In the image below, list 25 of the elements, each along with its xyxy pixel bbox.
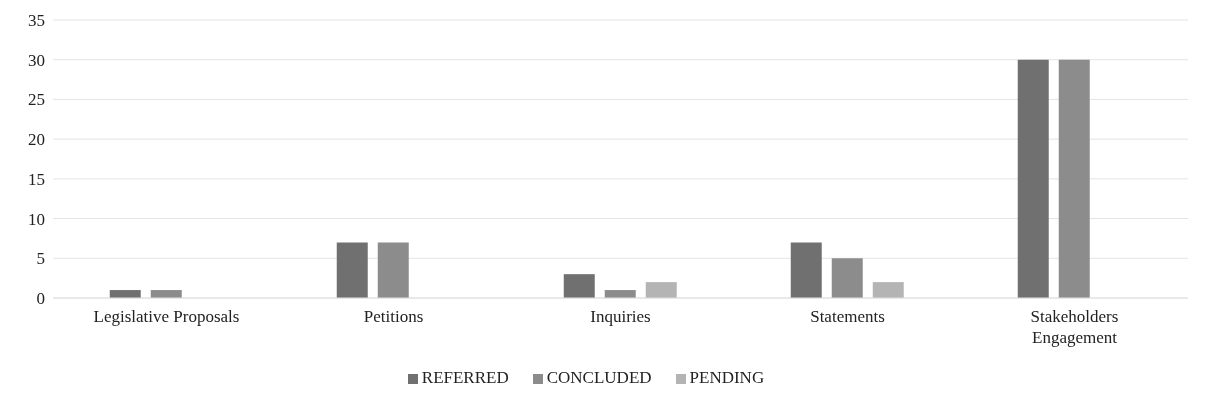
legend-label: PENDING (689, 368, 765, 387)
bar (377, 242, 409, 298)
x-tick-label: Petitions (363, 307, 424, 326)
x-tick-label: Statements (810, 307, 885, 326)
y-tick-label: 35 (28, 11, 45, 31)
bar (831, 258, 863, 298)
legend-label: REFERRED (421, 368, 509, 387)
x-tick-label: Inquiries (590, 307, 651, 326)
bar (563, 274, 595, 298)
legend-label: CONCLUDED (546, 368, 652, 387)
bar (645, 282, 677, 298)
bar (790, 242, 822, 298)
y-tick-label: 25 (28, 90, 45, 110)
y-tick-label: 0 (36, 289, 45, 309)
y-tick-label: 30 (28, 50, 45, 70)
bar (336, 242, 368, 298)
y-tick-label: 15 (28, 169, 45, 189)
y-tick-label: 10 (28, 209, 45, 229)
y-tick-label: 5 (36, 249, 45, 269)
x-tick-label: Stakeholders Engagement (1030, 307, 1119, 347)
bar (872, 282, 904, 298)
bar (1017, 59, 1049, 298)
x-tick-label: Legislative Proposals (93, 307, 240, 326)
y-tick-label: 20 (28, 130, 45, 150)
bar (1058, 59, 1090, 298)
